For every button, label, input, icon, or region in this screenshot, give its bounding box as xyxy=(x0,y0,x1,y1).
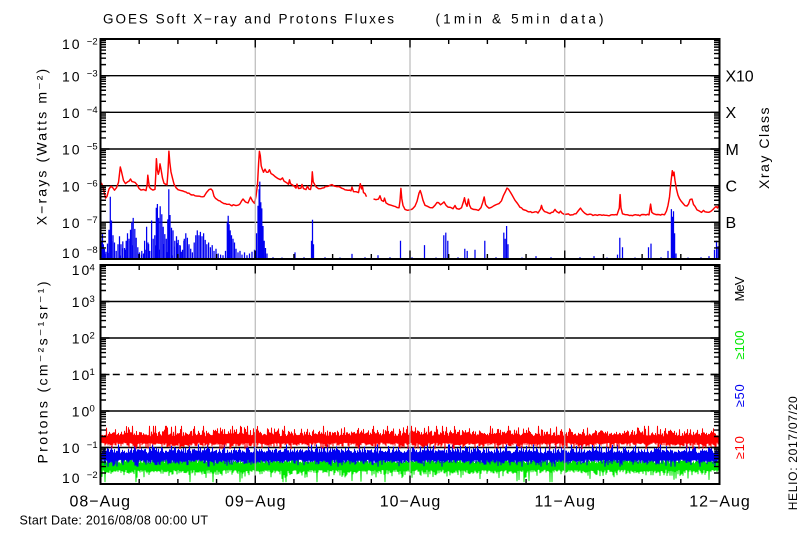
svg-text:MeV: MeV xyxy=(732,276,747,301)
svg-text:10: 10 xyxy=(72,367,90,383)
svg-text:≥50: ≥50 xyxy=(732,384,747,407)
svg-text:10: 10 xyxy=(62,215,80,231)
svg-text:−5: −5 xyxy=(87,142,98,153)
svg-text:−3: −3 xyxy=(87,68,98,79)
svg-text:B: B xyxy=(726,215,737,232)
svg-text:GOES Soft X−ray and Protons Fl: GOES Soft X−ray and Protons Fluxes xyxy=(103,11,394,26)
svg-text:M: M xyxy=(726,142,739,159)
svg-text:HELIO: 2017/07/20: HELIO: 2017/07/20 xyxy=(786,396,800,510)
svg-text:10: 10 xyxy=(62,470,80,486)
svg-text:−1: −1 xyxy=(87,440,98,451)
svg-text:X: X xyxy=(726,105,737,122)
svg-text:10: 10 xyxy=(72,294,90,310)
svg-text:−2: −2 xyxy=(87,470,98,481)
svg-text:C: C xyxy=(726,179,738,196)
svg-text:−6: −6 xyxy=(87,178,98,189)
svg-text:10: 10 xyxy=(62,36,80,52)
svg-text:0: 0 xyxy=(90,404,95,415)
svg-text:−7: −7 xyxy=(87,215,98,226)
svg-text:1: 1 xyxy=(90,367,95,378)
svg-text:4: 4 xyxy=(90,262,95,273)
svg-text:10−Aug: 10−Aug xyxy=(380,494,441,511)
svg-text:X10: X10 xyxy=(726,69,754,86)
svg-text:10: 10 xyxy=(72,404,90,420)
svg-text:Xray Class: Xray Class xyxy=(756,108,772,190)
svg-text:≥100: ≥100 xyxy=(732,331,747,360)
svg-text:08−Aug: 08−Aug xyxy=(70,494,131,511)
svg-text:−4: −4 xyxy=(87,105,98,116)
svg-text:−2: −2 xyxy=(87,36,98,47)
svg-text:09−Aug: 09−Aug xyxy=(225,494,286,511)
svg-text:10: 10 xyxy=(62,440,80,456)
svg-text:12−Aug: 12−Aug xyxy=(689,494,750,511)
svg-text:≥10: ≥10 xyxy=(732,436,747,459)
svg-text:X−rays (Watts m⁻²): X−rays (Watts m⁻²) xyxy=(34,69,50,226)
svg-text:10: 10 xyxy=(62,105,80,121)
svg-text:10: 10 xyxy=(72,331,90,347)
svg-text:−8: −8 xyxy=(87,245,98,256)
svg-text:11−Aug: 11−Aug xyxy=(535,494,596,511)
svg-text:10: 10 xyxy=(62,68,80,84)
svg-text:10: 10 xyxy=(62,178,80,194)
svg-text:2: 2 xyxy=(90,331,95,342)
svg-text:10: 10 xyxy=(72,262,90,278)
svg-text:3: 3 xyxy=(90,294,95,305)
svg-text:10: 10 xyxy=(62,142,80,158)
svg-text:Start Date: 2016/08/08 00:00 U: Start Date: 2016/08/08 00:00 UT xyxy=(20,514,209,528)
svg-text:10: 10 xyxy=(62,245,80,261)
svg-text:Protons (cm⁻²s⁻¹sr⁻¹): Protons (cm⁻²s⁻¹sr⁻¹) xyxy=(34,282,50,464)
